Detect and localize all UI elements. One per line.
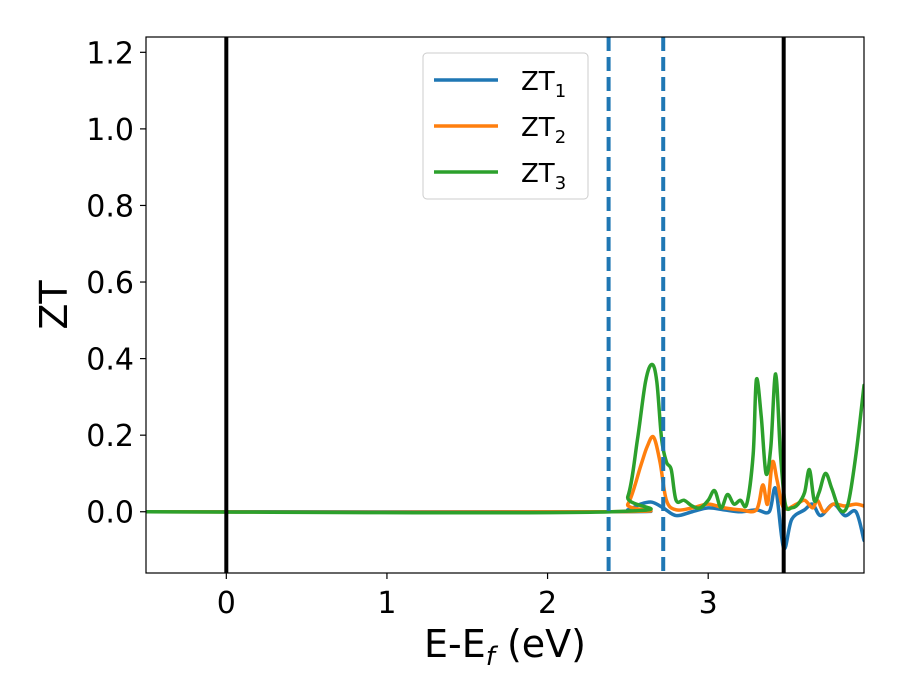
x-axis: 0 1 2 3 [217,573,718,621]
x-tick-label: 0 [217,586,236,621]
y-tick-label: 0.2 [86,419,134,454]
y-tick-label: 1.2 [86,36,134,71]
x-tick-label: 3 [699,586,718,621]
y-tick-label: 0.0 [86,496,134,531]
legend-label-3: ZT3 [521,159,566,194]
y-axis: 0.0 0.2 0.4 0.6 0.8 1.0 1.2 [86,36,146,531]
x-tick-label: 2 [538,586,557,621]
legend-label-1: ZT1 [521,67,566,102]
series-line-2 [146,434,864,515]
x-axis-label-unit: (eV) [495,622,586,666]
legend: ZT1 ZT2 ZT3 [422,52,589,200]
y-axis-label: ZT [32,280,76,330]
y-tick-label: 0.6 [86,266,134,301]
x-axis-label: E-Ef (eV) [424,622,586,672]
series-line-3 [146,362,864,515]
y-tick-label: 1.0 [86,113,134,148]
legend-frame [422,52,589,200]
y-tick-label: 0.4 [86,343,134,378]
plot-marks [146,37,864,573]
x-tick-label: 1 [377,586,396,621]
legend-label-2: ZT2 [521,113,566,148]
y-tick-label: 0.8 [86,189,134,224]
plot-frame [145,36,865,574]
